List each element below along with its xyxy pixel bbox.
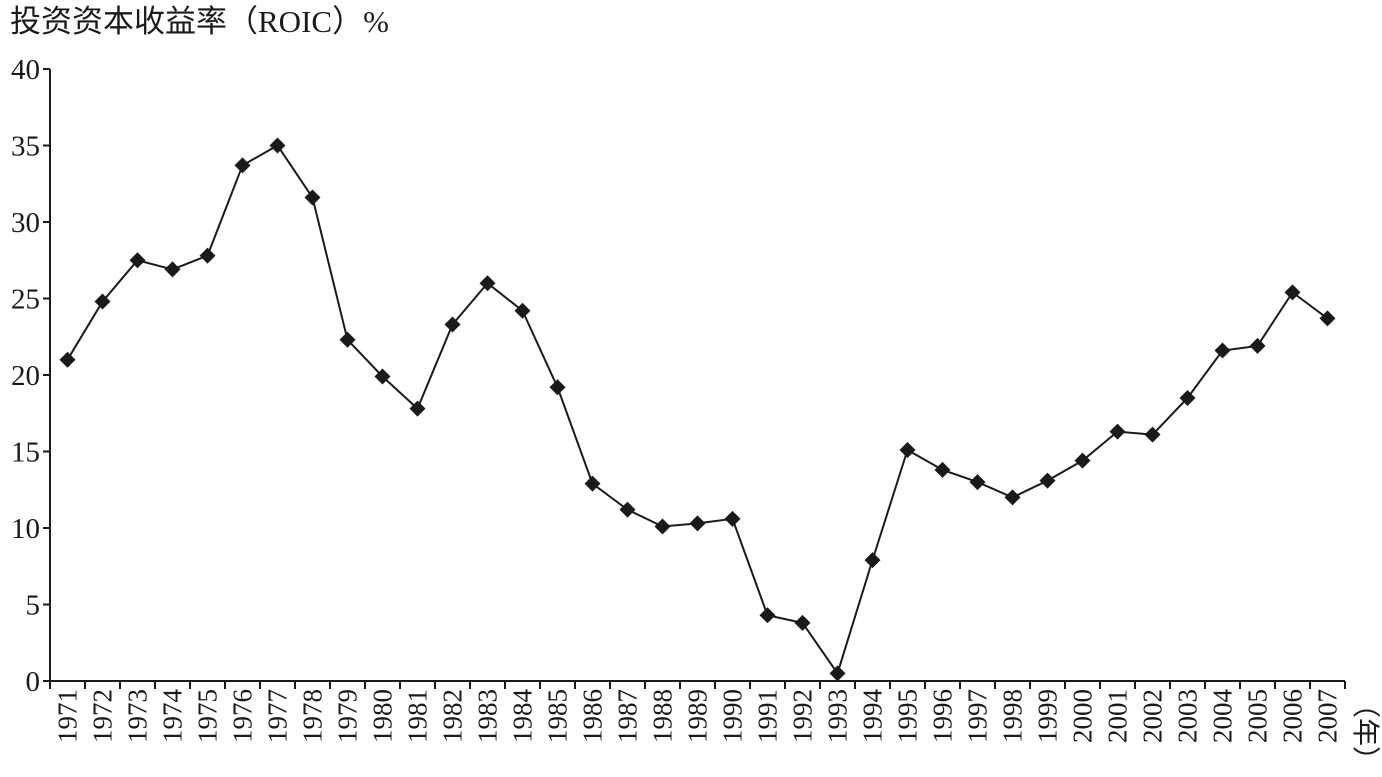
line (66, 144, 1329, 676)
y-tick-label: 20 (11, 360, 40, 392)
x-tick-label: 2007 (1313, 689, 1343, 743)
marker (199, 247, 216, 264)
marker (444, 316, 461, 333)
marker (759, 607, 776, 624)
marker (1179, 389, 1196, 406)
marker (619, 501, 636, 518)
y-tick-label: 30 (11, 207, 40, 239)
x-tick-label: 1993 (823, 689, 853, 743)
marker (304, 189, 321, 206)
marker (689, 515, 706, 532)
x-tick-label: 1984 (508, 689, 538, 744)
x-tick-label: 1999 (1033, 689, 1063, 743)
chart-title: 投资资本收益率（ROIC）% (10, 4, 389, 39)
x-tick-label: 1989 (683, 689, 713, 743)
x-tick-label: 1983 (473, 689, 503, 743)
x-tick-label: 2005 (1243, 689, 1273, 743)
y-tick-label: 25 (11, 284, 40, 316)
x-tick-label: 1994 (858, 689, 888, 744)
x-tick-label: 1979 (333, 689, 363, 743)
x-tick-label: 1972 (88, 689, 118, 743)
x-tick-label: 1981 (403, 689, 433, 743)
marker (374, 368, 391, 385)
x-tick-label: 1996 (928, 689, 958, 743)
marker (829, 665, 846, 682)
x-tick-label: 1998 (998, 689, 1028, 743)
marker (129, 252, 146, 269)
y-tick-label: 15 (11, 437, 40, 469)
marker (479, 275, 496, 292)
y-tick-label: 35 (11, 131, 40, 163)
x-tick-label: 2003 (1173, 689, 1203, 743)
marker (1319, 310, 1336, 327)
x-tick-label: 1977 (263, 689, 293, 743)
marker (339, 331, 356, 348)
marker (934, 461, 951, 478)
marker (584, 475, 601, 492)
x-tick-label: 2004 (1208, 689, 1238, 744)
x-tick-label: 1991 (753, 689, 783, 743)
marker (864, 552, 881, 569)
x-tick-label: 1986 (578, 689, 608, 743)
marker (724, 510, 741, 527)
marker (1144, 426, 1161, 443)
marker (1284, 284, 1301, 301)
y-tick-label: 5 (26, 590, 41, 622)
x-tick-label: 1980 (368, 689, 398, 743)
marker (94, 293, 111, 310)
x-unit-label: （年） (1349, 690, 1381, 774)
marker (549, 379, 566, 396)
marker (1249, 337, 1266, 354)
marker (969, 474, 986, 491)
marker (1039, 472, 1056, 489)
x-tick-label: 1975 (193, 689, 223, 743)
x-tick-label: 1985 (543, 689, 573, 743)
y-tick-label: 40 (11, 54, 40, 86)
y-tick-label: 10 (11, 513, 40, 545)
marker (1074, 452, 1091, 469)
marker (409, 400, 426, 417)
x-tick-label: 1973 (123, 689, 153, 743)
x-tick-label: 1992 (788, 689, 818, 743)
x-tick-label: 1971 (53, 689, 83, 743)
marker (1214, 342, 1231, 359)
x-tick-label: 1995 (893, 689, 923, 743)
marker (269, 137, 286, 154)
marker (59, 351, 76, 368)
x-tick-label: 2000 (1068, 689, 1098, 743)
marker (234, 157, 251, 174)
marker (794, 614, 811, 631)
x-tick-label: 1974 (158, 689, 188, 744)
marker (654, 518, 671, 535)
x-tick-label: 1987 (613, 689, 643, 743)
x-tick-label: 1990 (718, 689, 748, 743)
x-tick-label: 2006 (1278, 689, 1308, 743)
x-tick-label: 1978 (298, 689, 328, 743)
marker (164, 261, 181, 278)
marker (1004, 489, 1021, 506)
x-tick-label: 1988 (648, 689, 678, 743)
x-tick-label: 1982 (438, 689, 468, 743)
marker (899, 441, 916, 458)
y-tick-label: 0 (26, 666, 41, 698)
marker (514, 302, 531, 319)
x-tick-label: 1976 (228, 689, 258, 743)
marker (1109, 423, 1126, 440)
x-tick-label: 2002 (1138, 689, 1168, 743)
x-tick-label: 2001 (1103, 689, 1133, 743)
x-tick-label: 1997 (963, 689, 993, 743)
